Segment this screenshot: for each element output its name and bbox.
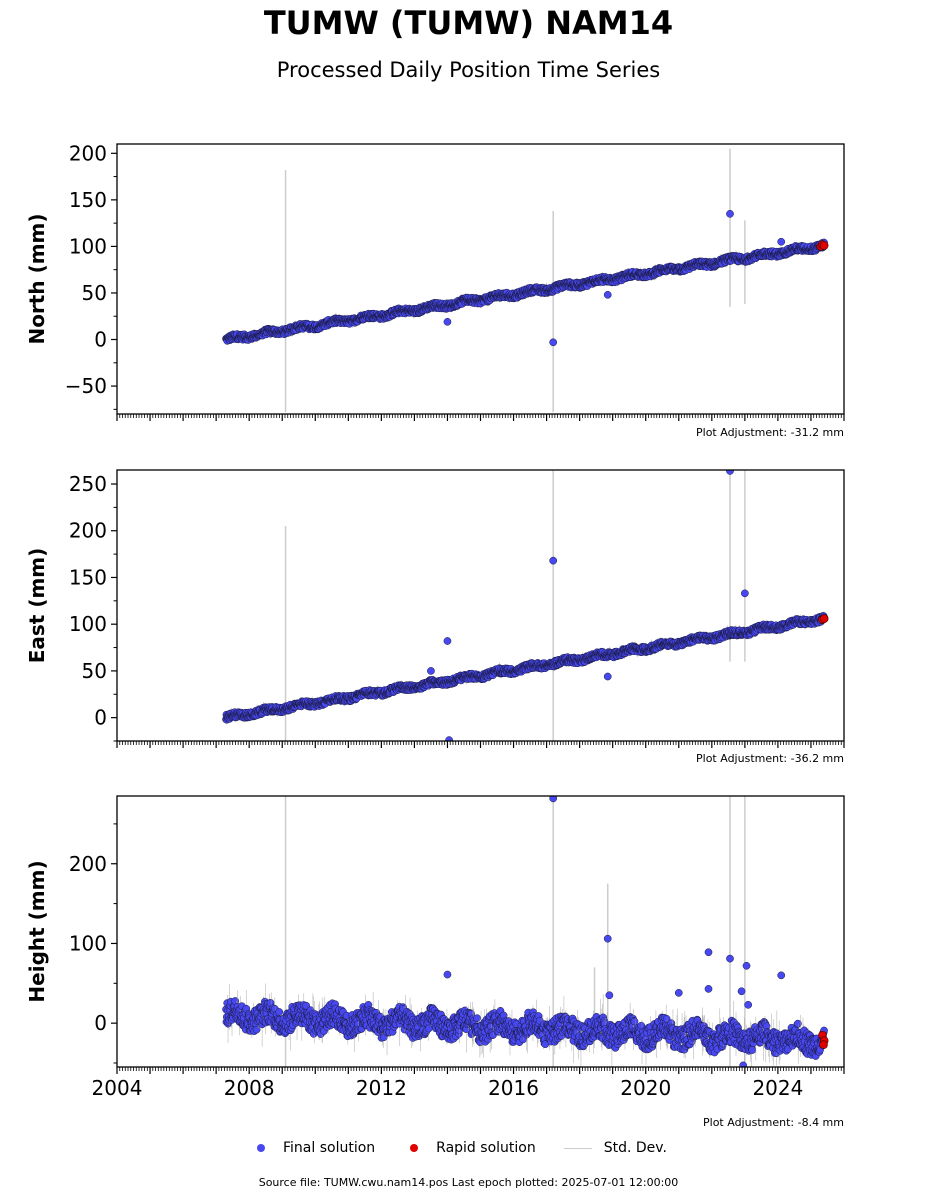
panel-1: 200 150 100 50 0 −50 North (mm) Plot Adjustment… [25,141,845,439]
plot-adjustment: Plot Adjustment: -36.2 mm [696,752,844,765]
rapid-solution-point [819,614,829,623]
y-tick-label: −50 [65,374,107,398]
final-solution-outlier [443,637,452,645]
final-solution-point [252,1025,261,1034]
y-axis-label: East (mm) [25,548,49,664]
y-tick-label: 200 [69,141,107,165]
chart-title: TUMW (TUMW) NAM14 [263,4,674,42]
final-solution-outlier [445,736,453,741]
panel-2: 250 200 150 100 50 0 East (mm) Plot Adjustment:… [25,469,845,765]
final-solution-outlier [777,237,786,246]
y-tick-label: 100 [69,612,107,636]
plot-adjustment: Plot Adjustment: -31.2 mm [696,426,844,439]
final-solution-point [424,1024,433,1033]
y-tick-label: 0 [94,328,107,352]
final-solution-points [222,470,829,741]
final-solution-outlier [427,667,435,675]
axes-frame [116,469,845,742]
y-tick-label: 100 [69,234,107,258]
final-solution-outlier [603,672,612,681]
final-solution-outlier [603,290,612,299]
final-solution-outlier [726,209,734,218]
y-tick-label: 150 [69,565,107,589]
plot-area [222,796,829,1067]
final-solution-outlier [549,556,558,565]
y-tick-label: 50 [82,281,107,305]
chart-subtitle: Processed Daily Position Time Series [276,58,661,82]
final-solution-outlier [726,470,734,475]
y-tick-label: 50 [82,659,107,683]
y-tick-label: 0 [94,706,107,730]
final-solution-points [222,796,829,1067]
final-solution-point [473,1014,481,1023]
final-solution-outlier [741,589,749,598]
y-tick-label: 200 [69,519,107,543]
plot-area [222,148,829,413]
y-axis-label: North (mm) [25,213,49,344]
axes-frame [116,143,845,415]
y-tick-label: 250 [69,472,107,496]
y-tick-label: 150 [69,188,107,212]
final-solution-outlier [549,338,558,347]
plot-area [222,470,829,741]
rapid-solution-point [819,241,829,250]
final-solution-points [222,209,829,347]
final-solution-outlier [443,317,452,326]
final-solution-point [275,1008,284,1016]
